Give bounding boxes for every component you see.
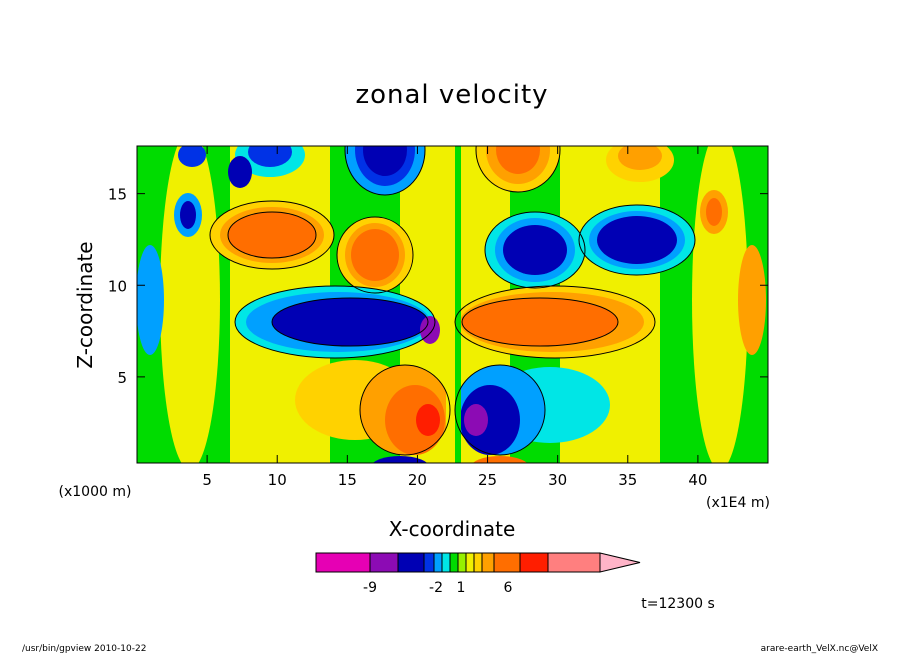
x-tick-label: 30 bbox=[548, 471, 567, 489]
footer-right: arare-earth_VelX.nc@VelX bbox=[761, 644, 878, 654]
colorbar-segment bbox=[433, 552, 443, 573]
plot-area bbox=[137, 146, 768, 463]
colorbar-level-label: 6 bbox=[504, 580, 513, 596]
colorbar-labels: -9 -2 1 6 bbox=[363, 580, 513, 596]
colorbar-segment bbox=[369, 552, 399, 573]
x-tick-label: 5 bbox=[202, 471, 212, 489]
x-tick-label: 35 bbox=[618, 471, 637, 489]
colorbar-segment bbox=[465, 552, 475, 573]
x-axis-label: X-coordinate bbox=[389, 517, 516, 541]
colorbar-segment bbox=[473, 552, 483, 573]
colorbar-segment bbox=[315, 552, 371, 573]
x-tick-label: 25 bbox=[478, 471, 497, 489]
colorbar-segment bbox=[457, 552, 467, 573]
colorbar-segment bbox=[449, 552, 459, 573]
colorbar-segment bbox=[441, 552, 451, 573]
colorbar-segment bbox=[519, 552, 549, 573]
colorbar-level-label: -2 bbox=[429, 580, 443, 596]
time-label: t=12300 s bbox=[641, 596, 715, 612]
y-axis-label: Z-coordinate bbox=[73, 241, 97, 368]
colorbar-level-label: -9 bbox=[363, 580, 377, 596]
colorbar-segment bbox=[423, 552, 435, 573]
colorbar-segment bbox=[481, 552, 495, 573]
colorbar-arrow bbox=[599, 552, 641, 573]
y-axis-ticks: 5 10 15 bbox=[108, 186, 768, 387]
y-tick-label: 10 bbox=[108, 277, 127, 295]
colorbar-level-label: 1 bbox=[457, 580, 466, 596]
colorbar-segment bbox=[547, 552, 601, 573]
x-tick-label: 20 bbox=[408, 471, 427, 489]
y-tick-label: 5 bbox=[117, 369, 127, 387]
colorbar-segment bbox=[397, 552, 425, 573]
y-unit-label: (x1000 m) bbox=[59, 484, 132, 500]
x-tick-label: 40 bbox=[688, 471, 707, 489]
plot-frame bbox=[136, 145, 769, 464]
chart-title: zonal velocity bbox=[355, 80, 548, 110]
x-unit-label: (x1E4 m) bbox=[706, 495, 770, 511]
colorbar bbox=[315, 552, 641, 573]
footer-left: /usr/bin/gpview 2010-10-22 bbox=[22, 644, 146, 654]
x-tick-label: 15 bbox=[338, 471, 357, 489]
x-tick-label: 10 bbox=[268, 471, 287, 489]
y-tick-label: 15 bbox=[108, 186, 127, 204]
colorbar-segment bbox=[493, 552, 521, 573]
x-axis-ticks: 5 10 15 20 25 30 35 40 bbox=[202, 146, 707, 489]
